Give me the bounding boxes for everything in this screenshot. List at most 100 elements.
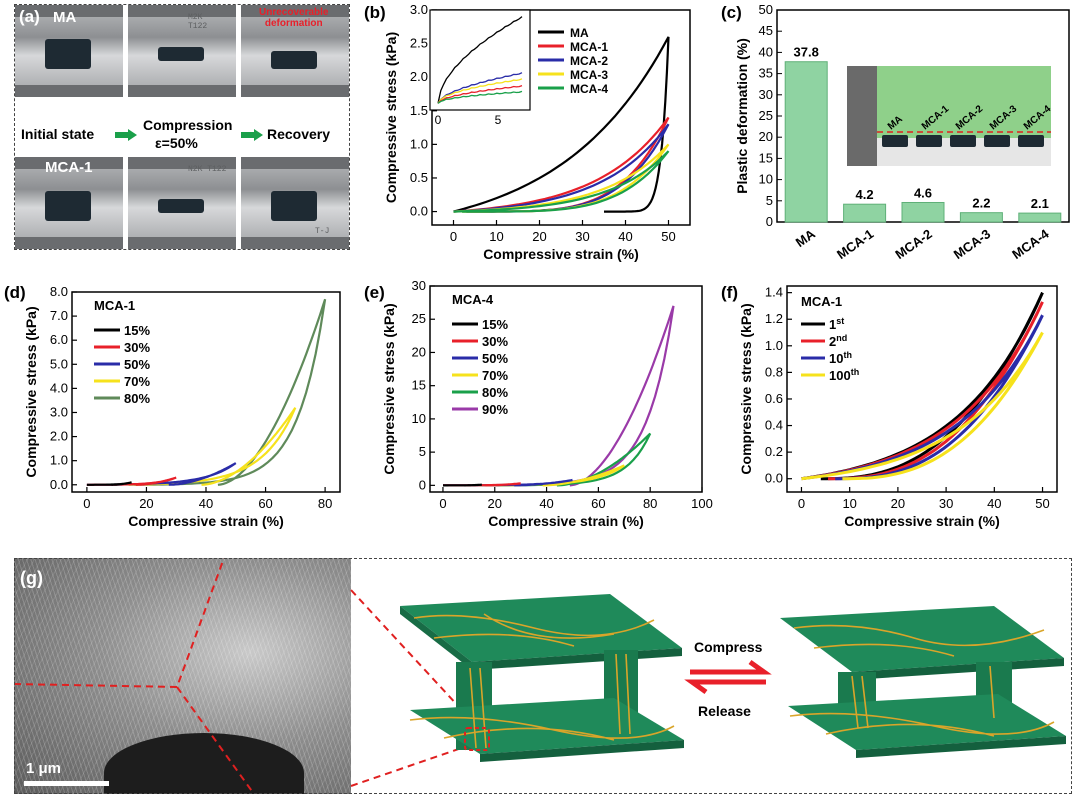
y-tick-label: 7.0 [50, 308, 68, 323]
y-tick-label: 2.0 [50, 429, 68, 444]
x-axis-label: Compressive strain (%) [488, 513, 644, 529]
y-tick-label: 0.8 [765, 364, 783, 379]
legend-label: 2nd [829, 333, 847, 349]
initial-state-label: Initial state [21, 126, 95, 142]
panel-g-frame [14, 558, 1072, 794]
panel-a-photo-grid: M2K T122 N2K T122 T-J (a) MA MCA-1 Unreco… [14, 4, 350, 250]
bar-ma [784, 61, 828, 223]
x-tick-label: 40 [987, 496, 1001, 511]
bar-value-label: 2.1 [1031, 196, 1049, 211]
strain-label: ε=50% [155, 135, 198, 151]
bar-mca-4 [1018, 212, 1062, 223]
bar-value-label: 4.2 [856, 187, 874, 202]
y-tick-label: 50 [759, 2, 773, 17]
legend-label: 30% [482, 334, 508, 349]
y-tick-label: 45 [759, 23, 773, 38]
y-tick-label: 10 [412, 411, 426, 426]
y-tick-label: 35 [759, 66, 773, 81]
chart-e: 0 20 40 60 80 100 0 5 10 15 20 25 30 Compressive stra… [364, 280, 713, 529]
y-tick-label: 0.0 [410, 204, 428, 219]
release-label: Release [698, 703, 751, 719]
y-tick-label: 25 [759, 108, 773, 123]
x-tick-label: 40 [618, 229, 632, 244]
panel-label-a: (a) [19, 7, 40, 26]
legend-label: MCA-4 [570, 82, 608, 96]
x-tick-label: 10 [842, 496, 856, 511]
sem-boundary-line-2 [176, 686, 255, 794]
legend-label: 70% [482, 368, 508, 383]
y-tick-label: 2.0 [410, 69, 428, 84]
series-line-70% [128, 407, 297, 486]
y-tick-label: 30 [759, 87, 773, 102]
y-tick-label: 20 [412, 344, 426, 359]
chart-title: MCA-1 [801, 294, 842, 309]
x-tick-label: 50 [661, 229, 675, 244]
y-tick-label: 1.2 [765, 311, 783, 326]
sample-label-ma: MA [53, 9, 77, 26]
sem-boundary-line [14, 558, 225, 689]
legend-label: 50% [124, 357, 150, 372]
y-tick-label: 1.0 [410, 136, 428, 151]
scale-bar-label: 1 μm [26, 760, 61, 777]
inset-ruler [847, 66, 877, 166]
sample-label-mca1: MCA-1 [45, 159, 93, 176]
y-tick-label: 5 [419, 444, 426, 459]
y-tick-label: 40 [759, 44, 773, 59]
inset-line [437, 72, 523, 104]
bar-value-label: 4.6 [914, 185, 932, 200]
y-tick-label: 6.0 [50, 332, 68, 347]
series-line-mca-4 [453, 150, 670, 213]
photo-ma-compressed: M2K T122 [128, 5, 236, 97]
y-tick-label: 0.6 [765, 391, 783, 406]
series-line-15% [86, 481, 132, 486]
bar-value-label: 37.8 [794, 45, 819, 60]
x-tick-label: 80 [318, 496, 332, 511]
x-tick-label: 30 [575, 229, 589, 244]
unrecoverable-annotation: Unrecoverable deformation [259, 7, 329, 29]
y-tick-label: 25 [412, 311, 426, 326]
plot-frame [786, 285, 1058, 493]
x-tick-label: 0 [450, 229, 457, 244]
y-tick-label: 0.4 [765, 418, 783, 433]
x-tick-label: 0 [83, 496, 90, 511]
legend-label: 1st [829, 316, 844, 332]
series-line-15% [443, 483, 482, 487]
x-tick-label: 0 [439, 496, 446, 511]
y-tick-label: 0.5 [410, 170, 428, 185]
bar-mca-1 [843, 203, 887, 223]
chart-d: 0 20 40 60 80 0.0 1.0 2.0 3.0 4.0 5.0 6.0 7.0 8.0 Comp… [4, 283, 341, 529]
y-tick-label: 10 [759, 172, 773, 187]
scale-bar [24, 781, 109, 786]
foam-cell-uncompressed [400, 594, 684, 762]
y-tick-label: 3.0 [410, 2, 428, 17]
y-tick-label: 5.0 [50, 356, 68, 371]
category-label: MCA-1 [834, 226, 876, 262]
etch-text: M2K T122 [188, 13, 208, 31]
photo-ma-initial [15, 5, 123, 97]
y-tick-label: 20 [759, 129, 773, 144]
series-line-100 [801, 331, 1044, 481]
legend-label: 10th [829, 350, 852, 366]
plot-frame [71, 291, 341, 493]
legend-label: 70% [124, 374, 150, 389]
x-tick-label: 20 [139, 496, 153, 511]
bar-value-label: 2.2 [972, 196, 990, 211]
legend-label: 80% [124, 391, 150, 406]
photo-ma-recovered [241, 5, 349, 97]
photo-mca1-initial [15, 157, 123, 249]
inset-sample [950, 135, 976, 147]
inset-line [437, 16, 523, 104]
foam-cell-compressed [780, 606, 1066, 758]
category-label: MCA-2 [892, 226, 934, 262]
y-tick-label: 5 [766, 193, 773, 208]
chart-title: MCA-4 [452, 292, 494, 307]
zoom-line [350, 589, 485, 735]
panel-label: (f) [721, 283, 738, 302]
legend-label: MCA-1 [570, 40, 608, 54]
compression-label: Compression [143, 117, 233, 133]
inset-sample [1018, 135, 1044, 147]
legend-label: 30% [124, 340, 150, 355]
x-tick-label: 40 [539, 496, 553, 511]
y-tick-label: 0 [419, 477, 426, 492]
category-label: MCA-3 [951, 226, 993, 262]
